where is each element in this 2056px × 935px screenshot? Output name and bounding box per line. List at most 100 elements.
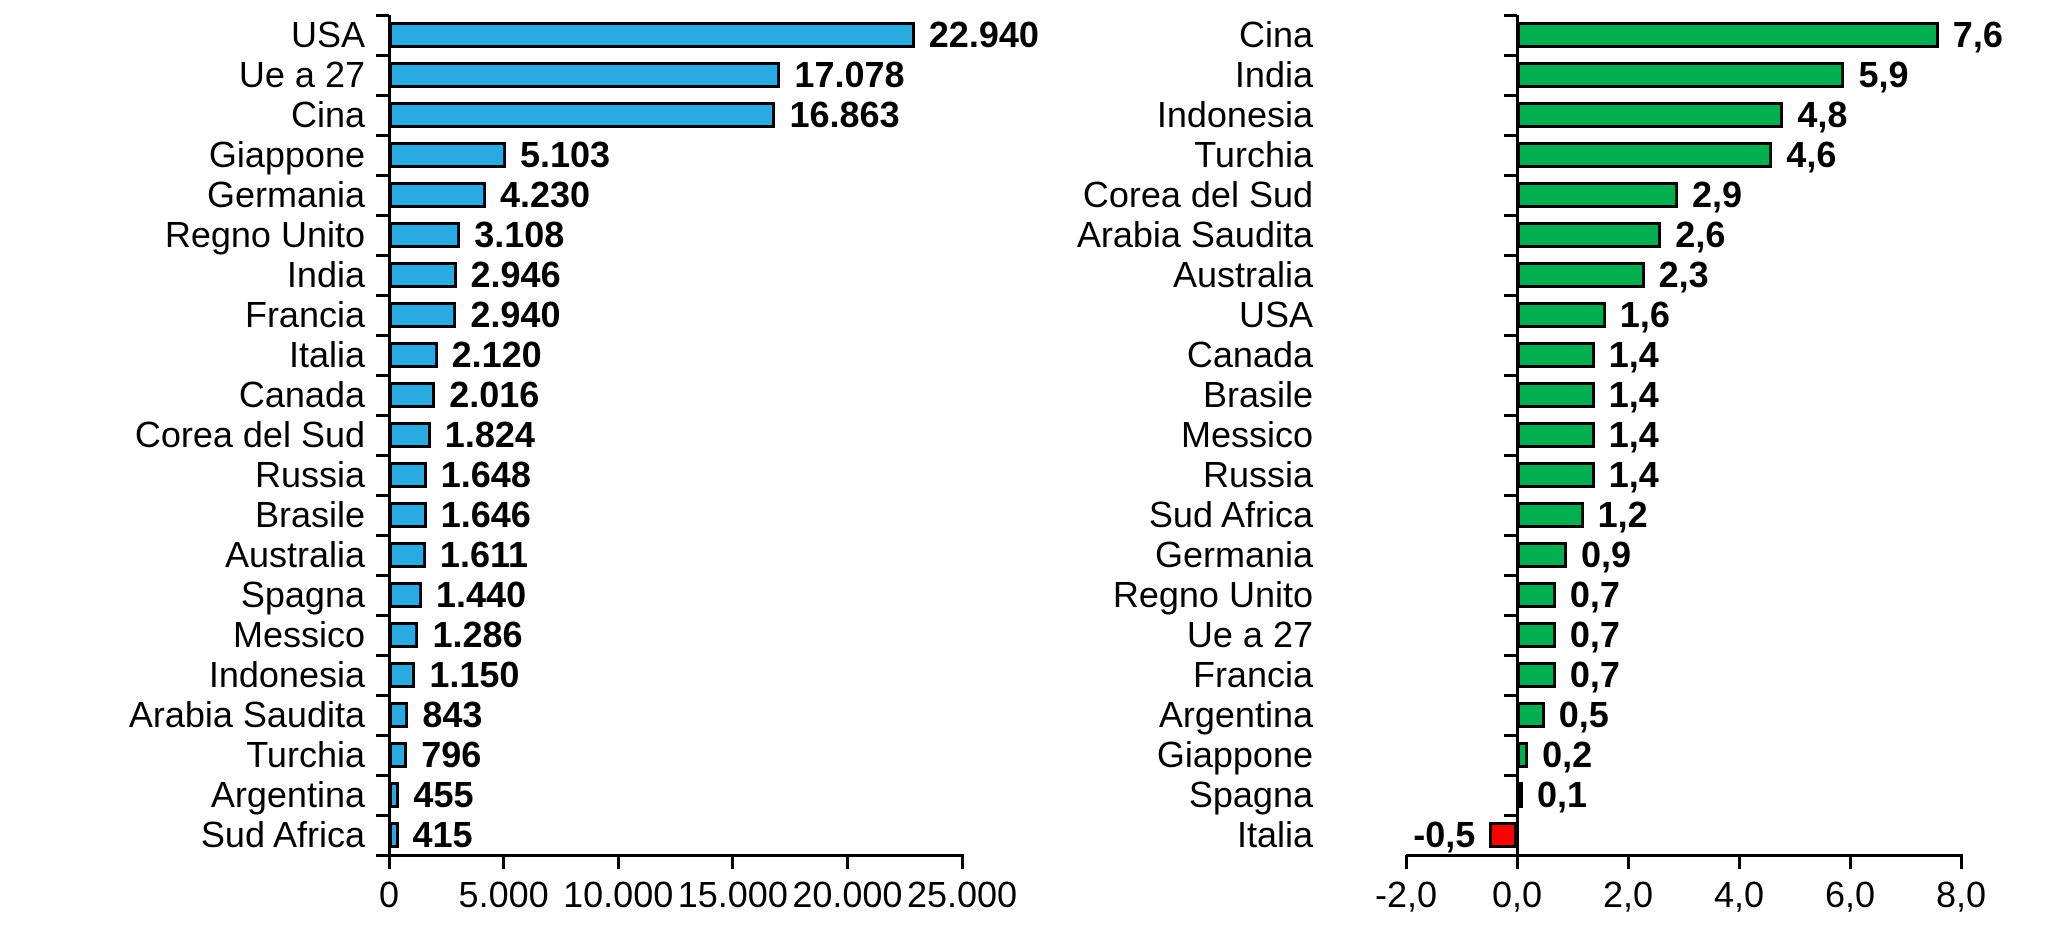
bar: [1517, 462, 1595, 488]
bar: [389, 302, 457, 328]
value-label: 1.286: [432, 614, 523, 655]
category-label: Canada: [1186, 334, 1313, 375]
bar: [389, 702, 409, 728]
category-label: Indonesia: [208, 654, 365, 695]
y-axis-tick: [376, 733, 389, 737]
bar: [389, 382, 436, 408]
value-label: 1,4: [1608, 334, 1659, 375]
x-axis-tick-label: 25.000: [906, 874, 1018, 915]
x-axis-tick-label: 4,0: [1713, 874, 1765, 915]
y-axis-tick: [376, 653, 389, 657]
value-label: -0,5: [1413, 814, 1476, 855]
bar: [1517, 422, 1595, 448]
x-axis-tick: [1515, 855, 1519, 869]
y-axis-tick: [376, 693, 389, 697]
category-label: Australia: [1172, 254, 1313, 295]
category-label: Sud Africa: [200, 814, 365, 855]
category-label: USA: [1238, 294, 1313, 335]
y-axis-tick: [376, 413, 389, 417]
category-label: Arabia Saudita: [128, 694, 365, 735]
y-axis-tick: [1504, 373, 1517, 377]
value-label: 4,6: [1786, 134, 1837, 175]
x-axis-tick: [387, 855, 391, 869]
x-axis-tick: [1404, 855, 1408, 869]
category-label: India: [286, 254, 365, 295]
y-axis-tick: [376, 333, 389, 337]
value-label: 0,7: [1569, 654, 1620, 695]
category-label: Giappone: [208, 134, 365, 175]
bar: [389, 502, 427, 528]
bar: [1517, 342, 1595, 368]
category-label: Ue a 27: [1186, 614, 1313, 655]
y-axis-tick: [376, 613, 389, 617]
x-axis-tick: [1626, 855, 1630, 869]
category-label: Giappone: [1156, 734, 1313, 775]
y-axis-tick: [376, 173, 389, 177]
y-axis-tick: [376, 213, 389, 217]
bar: [389, 542, 426, 568]
value-label: 843: [422, 694, 483, 735]
value-label: 1.440: [436, 574, 527, 615]
x-axis-tick: [1848, 855, 1852, 869]
x-axis-line: [389, 853, 964, 857]
bar: [389, 62, 781, 88]
value-label: 1,6: [1619, 294, 1670, 335]
y-axis-tick: [1504, 13, 1517, 17]
category-label: Arabia Saudita: [1076, 214, 1313, 255]
y-axis-tick: [1504, 333, 1517, 337]
bar: [1517, 302, 1606, 328]
y-axis-tick: [376, 13, 389, 17]
category-label: Corea del Sud: [1082, 174, 1313, 215]
bar: [1517, 22, 1939, 48]
value-label: 1,4: [1608, 414, 1659, 455]
value-label: 2.120: [451, 334, 542, 375]
bar: [1517, 382, 1595, 408]
y-axis-tick: [1504, 693, 1517, 697]
value-label: 17.078: [794, 54, 905, 95]
value-label: 1.648: [440, 454, 531, 495]
category-label: Russia: [254, 454, 365, 495]
value-label: 1.646: [440, 494, 531, 535]
value-label: 796: [421, 734, 482, 775]
bar: [389, 822, 399, 848]
category-label: Argentina: [210, 774, 365, 815]
y-axis-tick: [1504, 653, 1517, 657]
x-axis-tick-label: 0,0: [1491, 874, 1543, 915]
y-axis-tick: [1504, 733, 1517, 737]
y-axis-tick: [376, 293, 389, 297]
x-axis-tick: [616, 855, 620, 869]
value-label: 16.863: [789, 94, 900, 135]
value-label: 415: [412, 814, 473, 855]
category-label: Messico: [1180, 414, 1313, 455]
bar: [1517, 662, 1556, 688]
x-axis-tick: [1959, 855, 1963, 869]
bar: [389, 342, 438, 368]
y-axis-tick: [1504, 613, 1517, 617]
category-label: Spagna: [240, 574, 365, 615]
y-axis-tick: [376, 493, 389, 497]
y-axis-tick: [1504, 813, 1517, 817]
category-label: India: [1234, 54, 1313, 95]
value-label: 1,4: [1608, 374, 1659, 415]
y-axis-tick: [376, 453, 389, 457]
value-label: 5,9: [1858, 54, 1909, 95]
x-axis-tick: [502, 855, 506, 869]
x-axis-tick: [731, 855, 735, 869]
y-axis-tick: [1504, 213, 1517, 217]
value-label: 4,8: [1797, 94, 1848, 135]
category-label: Russia: [1202, 454, 1313, 495]
bar: [1517, 742, 1529, 768]
y-axis-tick: [376, 853, 389, 857]
value-label: 2.940: [470, 294, 561, 335]
x-axis-tick-label: 5.000: [458, 874, 549, 915]
bar: [389, 782, 400, 808]
bar: [1517, 62, 1845, 88]
category-label: Brasile: [254, 494, 365, 535]
y-axis-tick: [1504, 773, 1517, 777]
category-label: Spagna: [1188, 774, 1313, 815]
category-label: Regno Unito: [164, 214, 365, 255]
category-label: Germania: [1154, 534, 1313, 575]
x-axis-tick-label: 2,0: [1602, 874, 1654, 915]
x-axis-tick-label: 0: [378, 874, 400, 915]
x-axis-tick-label: 15.000: [677, 874, 788, 915]
